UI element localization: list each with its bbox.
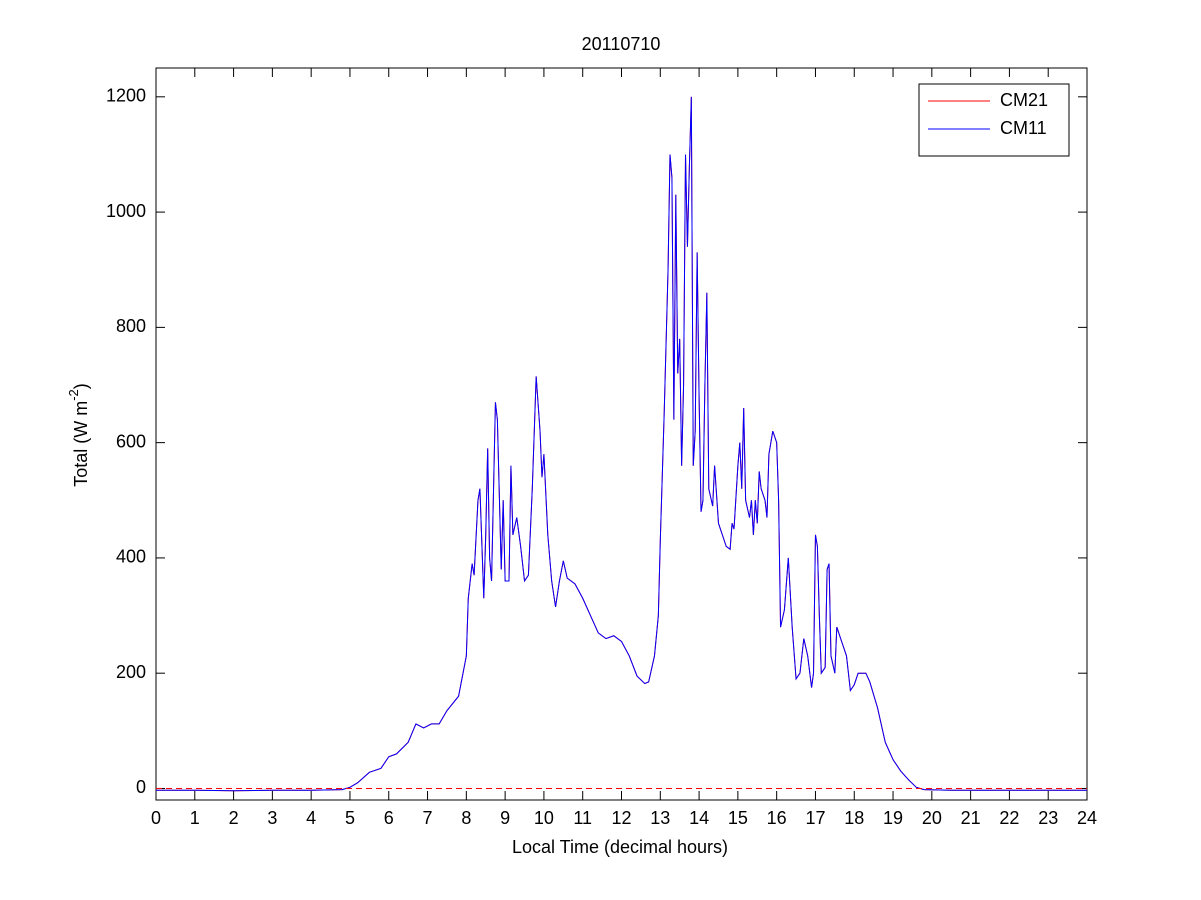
x-tick-label: 16 [767,808,787,828]
x-tick-label: 23 [1038,808,1058,828]
legend-box [918,83,1070,157]
x-tick-label: 2 [229,808,239,828]
data-line [156,96,1087,792]
x-tick-label: 17 [805,808,825,828]
y-tick-label: 400 [116,547,146,567]
y-label-superscript: -2 [66,389,81,401]
x-tick-label: 1 [190,808,200,828]
x-axis-label: Local Time (decimal hours) [512,837,728,857]
y-tick-label: 800 [116,316,146,336]
legend-label: CM11 [1000,118,1047,138]
x-tick-label: 12 [611,808,631,828]
legend-label: CM21 [1000,90,1048,110]
x-tick-label: 22 [999,808,1019,828]
x-tick-label: 9 [500,808,510,828]
y-axis-label: Total (W m-2) [66,383,90,487]
y-label-text: Total (W m [71,401,91,487]
x-tick-label: 20 [922,808,942,828]
x-tick-label: 14 [689,808,709,828]
x-tick-label: 11 [573,808,592,828]
x-tick-label: 0 [151,808,161,828]
y-tick-label: 0 [136,777,146,797]
x-tick-label: 6 [384,808,394,828]
y-tick-label: 1000 [106,201,146,221]
x-tick-label: 5 [345,808,355,828]
x-tick-label: 8 [461,808,471,828]
x-tick-label: 3 [267,808,277,828]
x-tick-label: 13 [650,808,670,828]
x-tick-label: 7 [423,808,433,828]
x-tick-label: 15 [728,808,748,828]
y-tick-label: 1200 [106,86,146,106]
chart-title: 20110710 [582,34,661,54]
x-tick-label: 24 [1077,808,1097,828]
x-tick-label: 4 [306,808,316,828]
x-tick-label: 21 [961,808,981,828]
y-tick-label: 600 [116,431,146,451]
x-tick-label: 19 [883,808,903,828]
x-tick-label: 10 [534,808,554,828]
y-label-suffix: ) [71,383,91,389]
x-tick-label: 18 [844,808,864,828]
y-tick-label: 200 [116,662,146,682]
